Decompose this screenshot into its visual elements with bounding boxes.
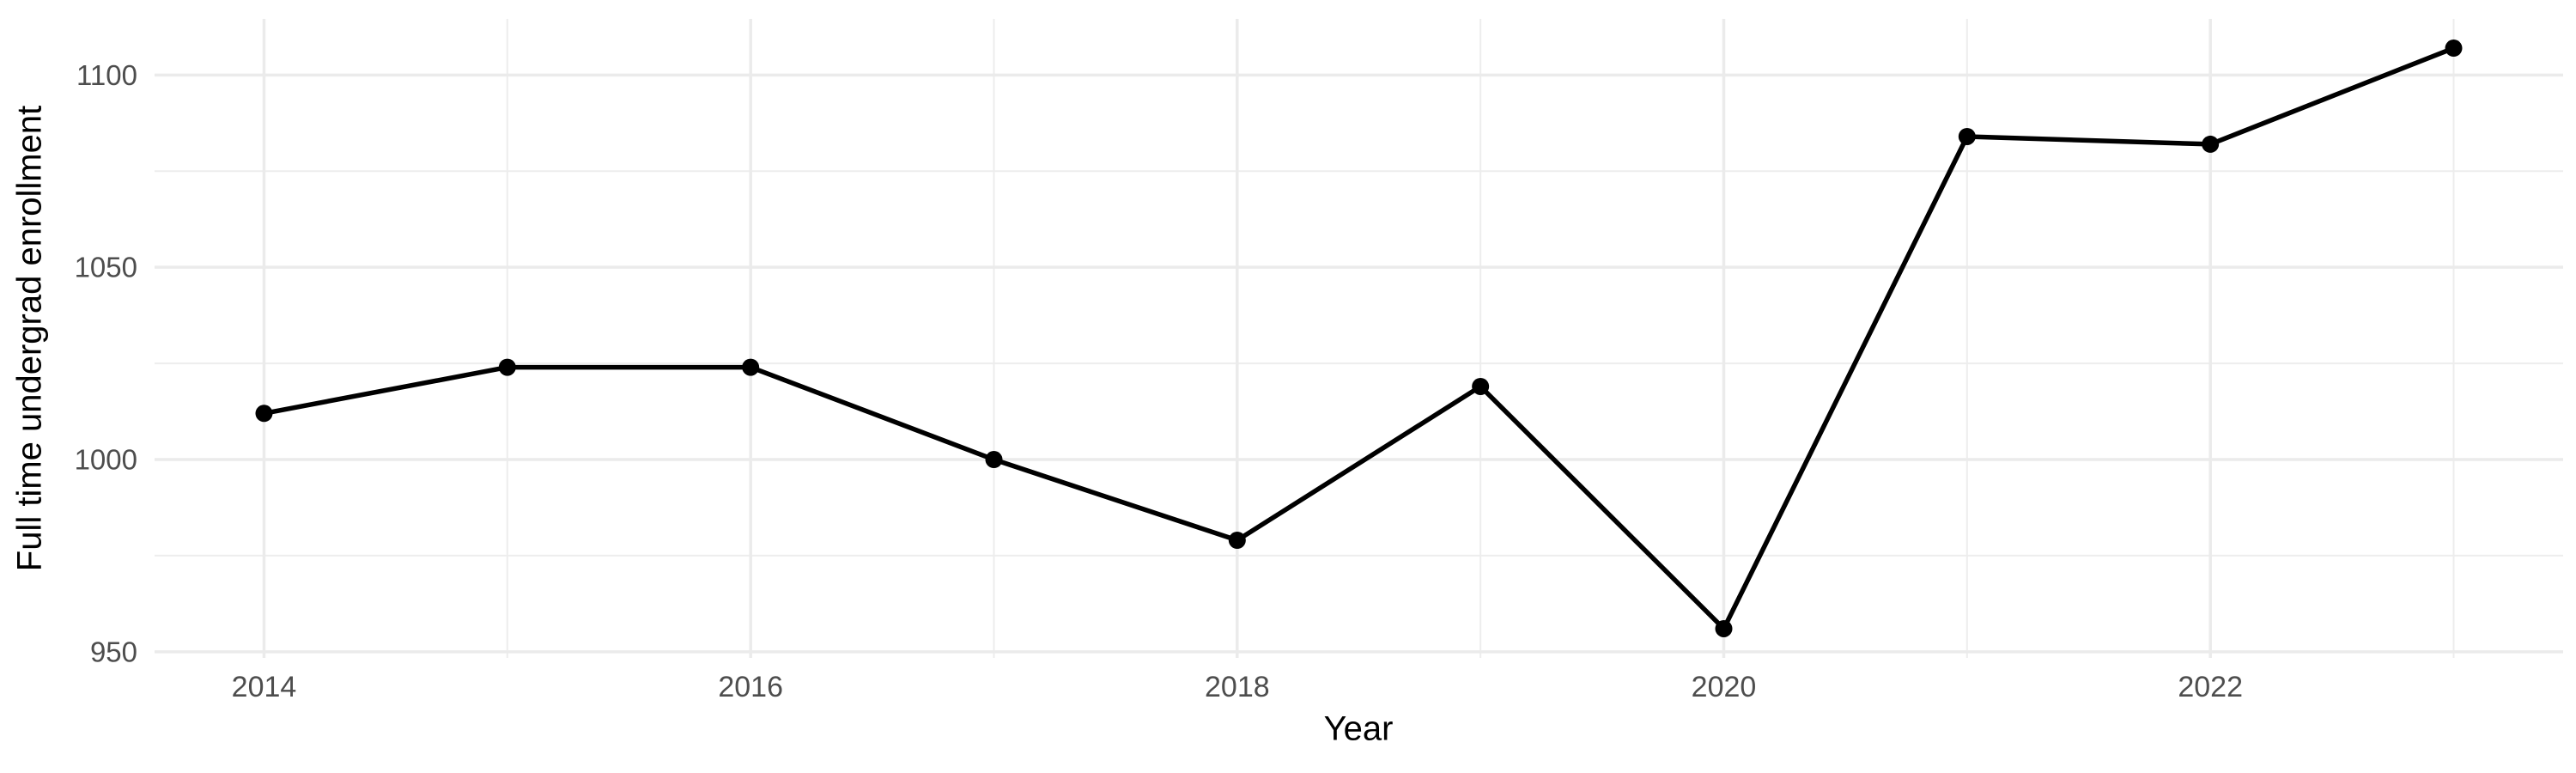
- data-point: [985, 451, 1003, 469]
- data-point: [498, 358, 516, 376]
- data-point: [1715, 619, 1733, 637]
- data-point: [1228, 532, 1246, 550]
- data-point: [255, 405, 273, 423]
- y-tick-label: 1100: [76, 59, 137, 91]
- y-tick-label: 950: [90, 636, 137, 667]
- x-tick-label: 2018: [1205, 671, 1270, 703]
- data-point: [2202, 135, 2220, 153]
- y-axis-title: Full time undergrad enrollment: [10, 105, 49, 572]
- x-tick-label: 2022: [2178, 671, 2243, 703]
- y-tick-label: 1000: [75, 444, 137, 476]
- x-tick-label: 2020: [1692, 671, 1757, 703]
- y-tick-label: 1050: [75, 252, 137, 283]
- x-axis-title: Year: [1323, 709, 1394, 748]
- enrollment-line: [263, 46, 2455, 631]
- x-tick-label: 2014: [232, 671, 297, 703]
- data-point: [1958, 127, 1976, 145]
- x-tick-label: 2016: [718, 671, 783, 703]
- data-point: [2445, 40, 2463, 58]
- data-point: [742, 358, 760, 376]
- data-point: [1472, 377, 1490, 395]
